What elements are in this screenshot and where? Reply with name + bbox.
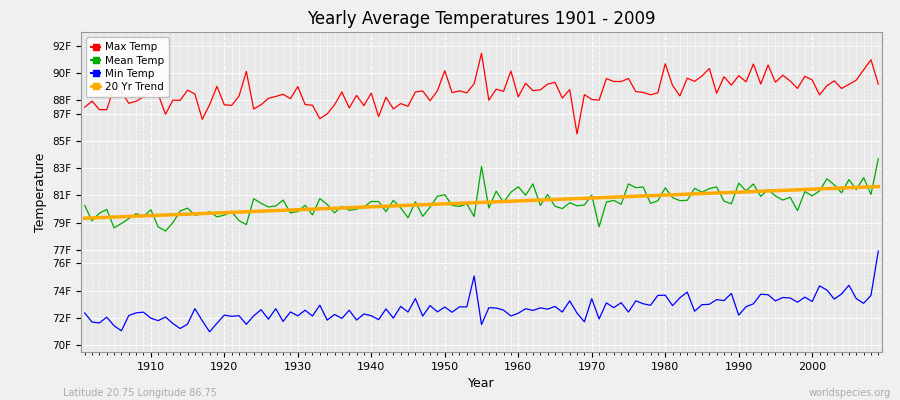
Text: worldspecies.org: worldspecies.org — [809, 388, 891, 398]
Title: Yearly Average Temperatures 1901 - 2009: Yearly Average Temperatures 1901 - 2009 — [307, 10, 656, 28]
Y-axis label: Temperature: Temperature — [33, 152, 47, 232]
Text: Latitude 20.75 Longitude 86.75: Latitude 20.75 Longitude 86.75 — [63, 388, 217, 398]
X-axis label: Year: Year — [468, 377, 495, 390]
Legend: Max Temp, Mean Temp, Min Temp, 20 Yr Trend: Max Temp, Mean Temp, Min Temp, 20 Yr Tre… — [86, 37, 169, 97]
